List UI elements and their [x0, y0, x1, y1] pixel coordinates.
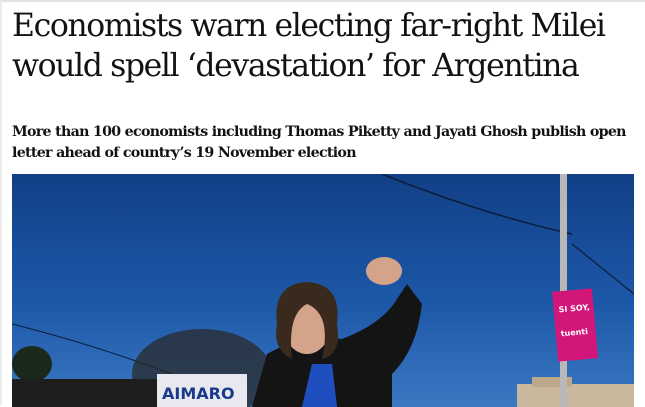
- article-main-photo: SI SOY, tuenti AIMARO: [12, 174, 634, 407]
- banner-text: SI SOY,: [558, 303, 590, 315]
- banner-brand: tuenti: [560, 327, 588, 338]
- article-standfirst: More than 100 economists including Thoma…: [12, 124, 626, 161]
- campaign-sign-text: AIMARO: [162, 384, 235, 403]
- article-headline: Economists warn electing far-right Milei…: [12, 8, 606, 84]
